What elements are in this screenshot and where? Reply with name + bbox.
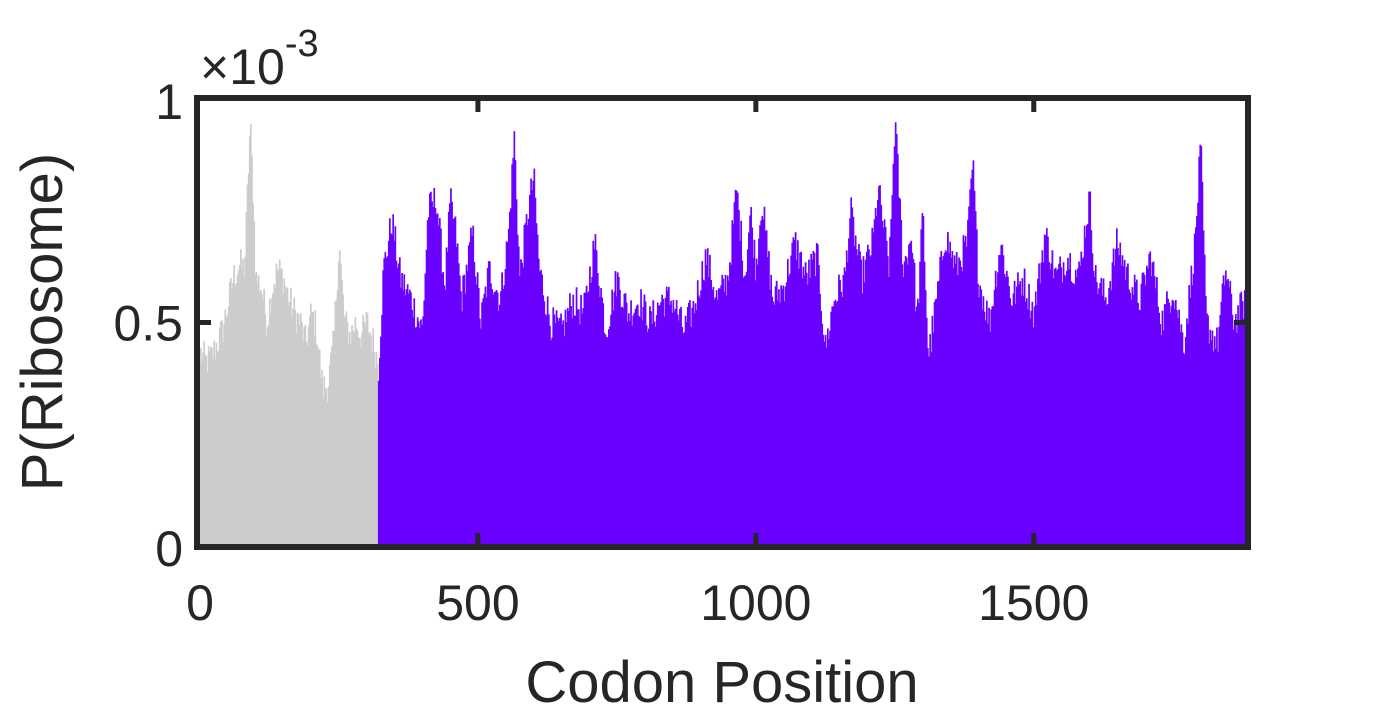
y-tick-label: 1 (155, 74, 183, 130)
x-tick-label: 500 (436, 575, 519, 631)
x-axis-label: Codon Position (525, 650, 918, 715)
x-tick-label: 1000 (700, 575, 811, 631)
y-tick-label: 0 (155, 521, 183, 577)
x-tick-label: 0 (186, 575, 214, 631)
y-exponent-label: ×10-3 (200, 23, 319, 95)
y-exponent-power: -3 (285, 23, 319, 65)
y-exponent-base: ×10 (200, 39, 285, 95)
y-tick-label: 0.5 (113, 296, 183, 352)
ticks-layer (200, 101, 1245, 544)
series-2-bars (377, 122, 1246, 545)
y-axis-label: P(Ribosome) (10, 153, 75, 491)
plot-frame (194, 95, 1251, 550)
bars-layer (200, 122, 1246, 545)
x-tick-label: 1500 (978, 575, 1089, 631)
series-1-bars (200, 123, 379, 545)
tick-labels-layer: 0 500 1000 1500 0 0.5 1 (113, 74, 1089, 631)
